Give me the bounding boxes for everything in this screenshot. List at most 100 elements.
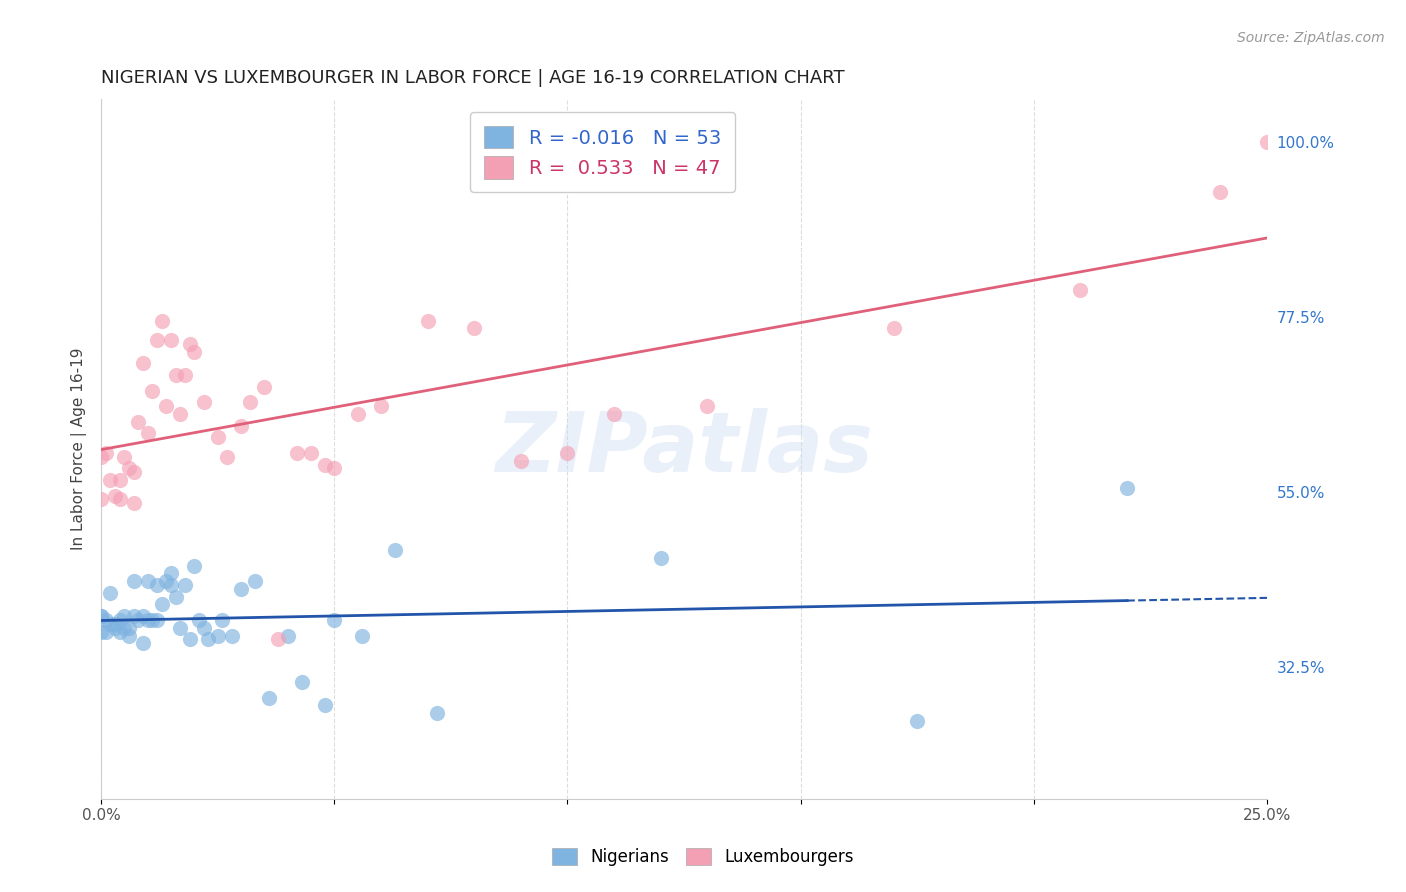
Point [179, 337, 201, 351]
Point [108, 473, 131, 487]
Point [132, 609, 155, 624]
Y-axis label: In Labor Force | Age 16-19: In Labor Force | Age 16-19 [72, 348, 87, 550]
Point [207, 628, 229, 642]
Point [183, 344, 205, 359]
Point [207, 430, 229, 444]
Point [122, 574, 145, 588]
Point [229, 582, 252, 596]
Point [169, 621, 191, 635]
Point [132, 356, 155, 370]
Point [426, 706, 449, 721]
Point [267, 632, 290, 647]
Point [1256, 135, 1278, 149]
Point [104, 621, 127, 635]
Point [132, 636, 155, 650]
Point [557, 446, 579, 460]
Point [90, 624, 112, 639]
Point [1116, 481, 1139, 495]
Point [108, 492, 131, 507]
Point [169, 407, 191, 421]
Point [141, 384, 163, 398]
Point [183, 558, 205, 573]
Point [239, 395, 262, 409]
Point [221, 628, 243, 642]
Point [141, 613, 163, 627]
Point [1209, 186, 1232, 200]
Point [323, 613, 346, 627]
Point [193, 621, 215, 635]
Point [150, 598, 173, 612]
Point [211, 613, 233, 627]
Point [197, 632, 219, 647]
Point [94, 624, 117, 639]
Point [146, 333, 169, 347]
Point [108, 624, 131, 639]
Point [100, 473, 122, 487]
Point [509, 453, 531, 467]
Point [155, 399, 177, 413]
Point [174, 368, 197, 383]
Point [463, 321, 485, 335]
Point [285, 446, 308, 460]
Point [146, 578, 169, 592]
Point [104, 489, 127, 503]
Point [323, 461, 346, 475]
Point [229, 418, 252, 433]
Point [291, 675, 314, 690]
Point [90, 609, 112, 624]
Point [314, 458, 336, 472]
Point [104, 616, 127, 631]
Point [160, 333, 183, 347]
Point [94, 613, 117, 627]
Point [352, 628, 374, 642]
Point [179, 632, 201, 647]
Point [243, 574, 266, 588]
Point [416, 314, 439, 328]
Point [603, 407, 626, 421]
Point [122, 465, 145, 479]
Point [90, 609, 112, 624]
Point [122, 496, 145, 510]
Point [122, 609, 145, 624]
Point [174, 578, 197, 592]
Point [193, 395, 215, 409]
Point [127, 415, 149, 429]
Point [160, 566, 183, 581]
Legend: Nigerians, Luxembourgers: Nigerians, Luxembourgers [544, 840, 862, 875]
Point [299, 446, 322, 460]
Point [118, 628, 141, 642]
Point [696, 399, 718, 413]
Point [100, 586, 122, 600]
Point [118, 461, 141, 475]
Point [114, 621, 136, 635]
Point [136, 426, 159, 441]
Point [883, 321, 905, 335]
Point [146, 613, 169, 627]
Point [114, 609, 136, 624]
Text: ZIPatlas: ZIPatlas [495, 409, 873, 490]
Point [188, 613, 211, 627]
Point [257, 690, 280, 705]
Point [160, 578, 183, 592]
Point [277, 628, 299, 642]
Point [150, 314, 173, 328]
Text: NIGERIAN VS LUXEMBOURGER IN LABOR FORCE | AGE 16-19 CORRELATION CHART: NIGERIAN VS LUXEMBOURGER IN LABOR FORCE … [101, 69, 845, 87]
Point [384, 543, 406, 558]
Point [90, 450, 112, 464]
Point [100, 616, 122, 631]
Point [314, 698, 336, 713]
Point [108, 613, 131, 627]
Point [127, 613, 149, 627]
Legend: R = -0.016   N = 53, R =  0.533   N = 47: R = -0.016 N = 53, R = 0.533 N = 47 [471, 112, 734, 193]
Point [905, 714, 928, 728]
Text: Source: ZipAtlas.com: Source: ZipAtlas.com [1237, 31, 1385, 45]
Point [136, 574, 159, 588]
Point [1069, 283, 1091, 297]
Point [90, 492, 112, 507]
Point [94, 446, 117, 460]
Point [114, 450, 136, 464]
Point [136, 613, 159, 627]
Point [370, 399, 392, 413]
Point [155, 574, 177, 588]
Point [346, 407, 368, 421]
